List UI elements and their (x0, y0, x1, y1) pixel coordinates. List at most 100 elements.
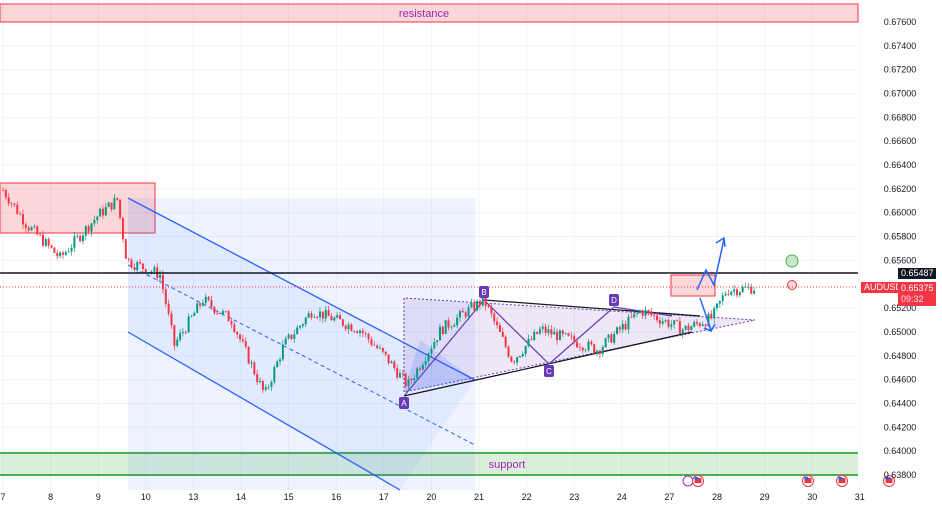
point-label-a[interactable] (399, 397, 409, 409)
candle (661, 321, 664, 324)
candle (396, 368, 399, 378)
candle (481, 295, 484, 306)
candle (578, 347, 581, 348)
candle (464, 312, 467, 317)
candle (598, 350, 601, 354)
candle (50, 245, 53, 248)
channel-lower-line[interactable] (127, 331, 401, 491)
candle (281, 344, 284, 360)
candle (536, 331, 539, 334)
candle (387, 354, 390, 364)
candle (421, 364, 424, 370)
candle (687, 325, 690, 331)
channel-upper-line[interactable] (127, 197, 476, 381)
candle (167, 303, 170, 314)
price-tick: 0.67200 (884, 65, 917, 75)
candle (438, 326, 441, 341)
candle (361, 330, 364, 334)
candle (270, 382, 273, 388)
time-axis[interactable]: 7 8 9 10 13 14 15 16 17 20 21 22 23 24 27 28 29 30 31 (0, 492, 864, 502)
candle (733, 289, 736, 292)
point-label-c[interactable] (544, 365, 554, 377)
support-label: support (489, 459, 526, 471)
support-zone[interactable] (0, 453, 858, 475)
candle (701, 324, 704, 326)
candle (587, 341, 590, 350)
price-tick: 0.65000 (884, 327, 917, 337)
candle (330, 316, 333, 321)
countdown: 09:32 (901, 294, 924, 304)
arrow-up-icon (696, 236, 726, 291)
candle (233, 324, 236, 333)
last-price-value: 0.65375 (901, 283, 934, 293)
candle (41, 234, 44, 246)
breakout-box[interactable] (670, 274, 716, 297)
candle (304, 317, 307, 325)
price-axis[interactable]: 0.67600 0.67400 0.67200 0.67000 0.66800 0.666… (884, 17, 917, 480)
candle (693, 321, 696, 327)
candle (413, 378, 416, 381)
candle (710, 313, 713, 319)
candle (99, 208, 102, 217)
candle (573, 336, 576, 342)
candle (356, 331, 359, 334)
point-label-b[interactable] (479, 286, 489, 298)
triangle-lower-trendline[interactable] (403, 331, 693, 397)
lightning-event-icon[interactable] (682, 475, 694, 487)
point-label-text: C (546, 367, 552, 376)
candle (290, 334, 293, 339)
time-tick: 31 (855, 492, 865, 502)
candle (236, 332, 239, 335)
price-tick: 0.65200 (884, 303, 917, 313)
candle (293, 334, 296, 339)
candle (299, 325, 302, 328)
time-tick: 23 (569, 492, 579, 502)
candle (47, 239, 50, 246)
abcd-pattern-line[interactable] (403, 299, 673, 397)
candle (113, 197, 116, 210)
candle (347, 324, 350, 330)
candle (461, 310, 464, 313)
candle (484, 295, 487, 306)
candle (159, 274, 162, 279)
flag-stripes (804, 478, 812, 483)
point-label-text: D (611, 296, 617, 305)
candle (207, 296, 210, 300)
candle (407, 379, 410, 387)
candle (656, 315, 659, 321)
candle (319, 311, 322, 318)
candle (593, 344, 596, 353)
time-tick: 22 (522, 492, 532, 502)
flag-stripes (838, 478, 846, 483)
candle (473, 302, 476, 311)
candle (244, 341, 247, 347)
candle (241, 339, 244, 342)
candle (181, 332, 184, 333)
candle (681, 329, 684, 334)
price-tick: 0.66200 (884, 184, 917, 194)
point-label-d[interactable] (609, 294, 619, 306)
candle (170, 313, 173, 326)
candle (139, 262, 142, 264)
candle (179, 332, 182, 340)
candle (121, 217, 124, 240)
candle (444, 320, 447, 334)
candle (447, 320, 450, 328)
candle (93, 219, 96, 224)
time-tick: 24 (617, 492, 627, 502)
time-tick: 30 (807, 492, 817, 502)
candle (493, 313, 496, 322)
triangle-upper-trendline[interactable] (483, 299, 701, 317)
candle (744, 286, 747, 288)
candle (144, 269, 147, 274)
candle (507, 346, 510, 357)
candle (378, 347, 381, 349)
resistance-zone[interactable] (0, 3, 859, 23)
candle (470, 302, 473, 308)
candle (678, 320, 681, 334)
candle (450, 326, 453, 328)
candle (53, 247, 56, 253)
candle (518, 356, 521, 358)
candle (490, 306, 493, 314)
